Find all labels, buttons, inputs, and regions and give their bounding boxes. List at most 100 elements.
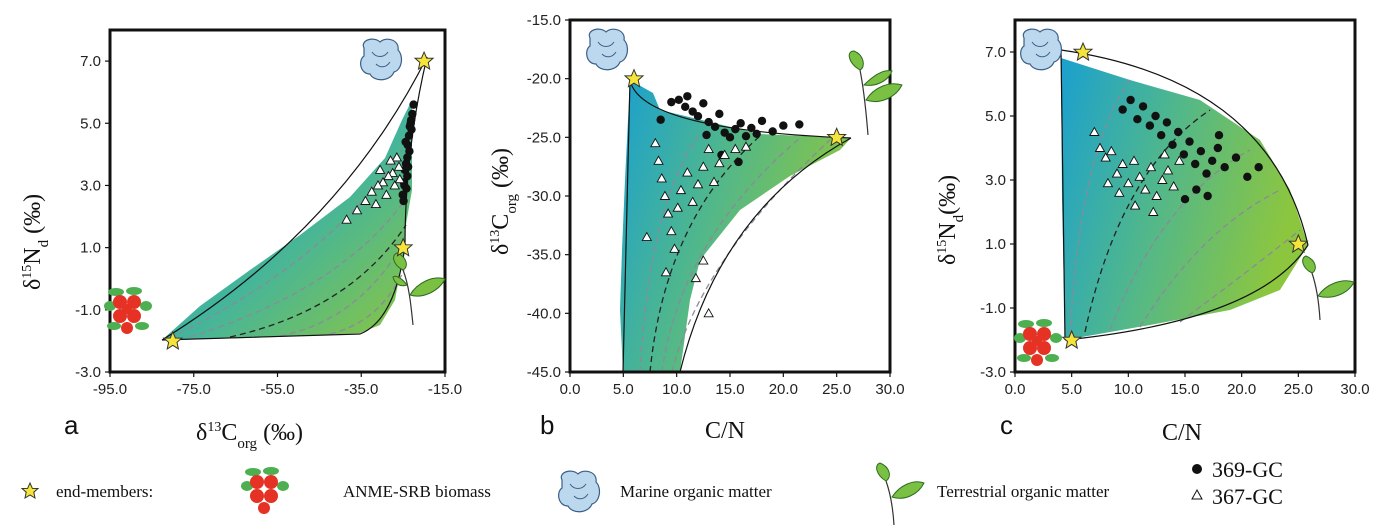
y-tick-label: 7.0 bbox=[80, 53, 101, 70]
axes-frame-b bbox=[568, 18, 892, 374]
point-367-gc bbox=[703, 143, 714, 154]
marks-a-369 bbox=[398, 100, 418, 206]
point-367-gc bbox=[381, 189, 392, 199]
point-367-gc bbox=[1117, 158, 1128, 168]
point-369-gc bbox=[404, 131, 414, 140]
x-tick-label: 10.0 bbox=[662, 381, 691, 398]
end-member-star bbox=[1061, 329, 1082, 350]
point-367-gc bbox=[698, 255, 709, 265]
point-369-gc bbox=[406, 115, 416, 125]
point-367-gc bbox=[730, 143, 741, 154]
point-367-gc bbox=[341, 214, 352, 224]
y-tick-label: -35.0 bbox=[527, 247, 561, 264]
point-369-gc bbox=[734, 157, 743, 167]
point-369-gc bbox=[400, 181, 409, 190]
panel-b: 0.0 5.0 10.0 15.0 20.0 25.0 30.0 -45.0 -40.0 -35.… bbox=[527, 12, 905, 440]
point-367-gc bbox=[1134, 171, 1145, 181]
star-icon bbox=[20, 481, 40, 500]
panel-label-b: b bbox=[540, 410, 554, 440]
point-369-gc bbox=[1162, 118, 1172, 127]
legend-anme-label: ANME-SRB biomass bbox=[343, 482, 491, 501]
point-369-gc bbox=[1231, 153, 1241, 162]
point-369-gc bbox=[1208, 156, 1217, 165]
point-367-gc bbox=[653, 155, 664, 165]
point-367-gc bbox=[1089, 126, 1100, 136]
ticks-b: 0.0 5.0 10.0 15.0 20.0 25.0 30.0 -45.0 -40.0 -35.… bbox=[527, 12, 905, 398]
point-369-gc bbox=[736, 119, 745, 128]
marine-blob-icon bbox=[360, 38, 403, 81]
point-369-gc bbox=[405, 122, 415, 131]
point-367-gc bbox=[708, 176, 720, 186]
end-member-star bbox=[162, 330, 184, 350]
point-369-gc bbox=[399, 196, 408, 206]
stars-layer bbox=[162, 41, 1309, 350]
x-tick-label: -95.0 bbox=[93, 381, 127, 398]
end-member-star bbox=[413, 50, 435, 71]
point-367-gc bbox=[1159, 148, 1170, 159]
panel-label-a: a bbox=[64, 410, 79, 440]
point-367-gc bbox=[1128, 155, 1140, 165]
y-tick-label: 1.0 bbox=[80, 240, 101, 257]
point-367-gc bbox=[383, 170, 394, 181]
mixing-line-c-2 bbox=[1084, 109, 1211, 333]
y-tick-label: 3.0 bbox=[985, 172, 1006, 189]
point-369-gc bbox=[1192, 185, 1201, 194]
point-369-gc bbox=[795, 120, 804, 129]
marks-c-367 bbox=[1089, 126, 1185, 216]
boundary-b-right bbox=[679, 137, 852, 373]
point-369-gc bbox=[757, 116, 767, 126]
mixing-line-c-5 bbox=[1179, 229, 1301, 323]
axes-frame-a bbox=[108, 28, 447, 374]
point-369-gc bbox=[1220, 163, 1229, 172]
y-axis-title-a: δ15Nd (‰) bbox=[20, 194, 52, 290]
point-367-gc bbox=[1140, 184, 1151, 194]
point-369-gc bbox=[1179, 150, 1189, 159]
point-369-gc bbox=[667, 97, 676, 107]
point-367-gc bbox=[675, 184, 687, 195]
leaf-icon bbox=[848, 50, 903, 136]
x-tick-label: -75.0 bbox=[177, 381, 211, 398]
point-369-gc bbox=[752, 129, 761, 139]
axes-frame-c bbox=[1013, 18, 1357, 374]
y-axis-title-c: δ15Nd(‰) bbox=[935, 175, 967, 265]
marks-b-369 bbox=[656, 92, 804, 167]
point-369-gc bbox=[403, 153, 412, 162]
ticks-c: 0.0 5.0 10.0 15.0 20.0 25.0 30.0 -3.0 -1.0 1.0 3.0… bbox=[980, 44, 1369, 398]
mixing-line-b-1 bbox=[639, 133, 701, 373]
x-tick-label: 15.0 bbox=[715, 381, 744, 398]
mixing-line-a-1 bbox=[169, 149, 403, 339]
point-367-gc bbox=[714, 157, 725, 168]
point-367-gc bbox=[372, 180, 384, 190]
x-tick-label: 30.0 bbox=[1340, 381, 1369, 398]
point-367-gc bbox=[690, 272, 702, 283]
boundary-b-top bbox=[629, 79, 852, 139]
point-369-gc bbox=[715, 109, 724, 119]
point-367-gc bbox=[1106, 145, 1117, 156]
y-tick-label: -30.0 bbox=[527, 188, 561, 205]
x-tick-label: 25.0 bbox=[822, 381, 851, 398]
point-367-gc bbox=[391, 152, 403, 162]
x-tick-label: -55.0 bbox=[260, 381, 294, 398]
y-tick-label: -1.0 bbox=[75, 302, 101, 319]
point-367-gc bbox=[377, 176, 389, 187]
point-369-gc bbox=[702, 130, 711, 140]
y-axis-title-b: δ13Corg (‰) bbox=[488, 148, 520, 255]
point-367-gc bbox=[662, 208, 674, 218]
mixing-line-c-3 bbox=[1109, 149, 1251, 331]
marine-blob-icon bbox=[1020, 28, 1063, 71]
y-tick-label: -3.0 bbox=[980, 364, 1006, 381]
legend-369-marker bbox=[1192, 464, 1202, 474]
point-369-gc bbox=[704, 117, 713, 127]
point-369-gc bbox=[401, 137, 410, 147]
legend-367-marker bbox=[1191, 488, 1203, 500]
point-369-gc bbox=[768, 127, 777, 136]
boundary-b-left bbox=[622, 79, 631, 373]
y-tick-label: -1.0 bbox=[980, 300, 1006, 317]
marks-a-367 bbox=[341, 152, 406, 224]
point-369-gc bbox=[1196, 147, 1206, 156]
point-367-gc bbox=[1100, 152, 1111, 162]
point-367-gc bbox=[393, 161, 405, 171]
point-367-gc bbox=[394, 173, 406, 184]
boundary-a-marine bbox=[161, 56, 428, 341]
